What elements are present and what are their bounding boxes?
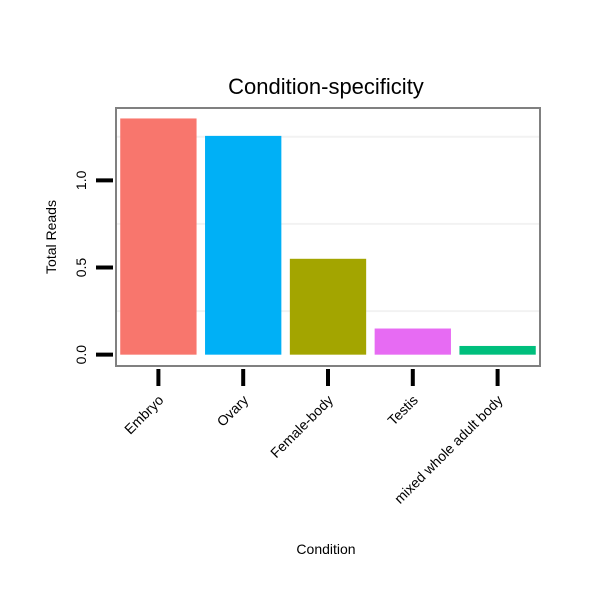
bar-female-body (289, 258, 367, 355)
bar-testis (374, 328, 451, 355)
y-tick-label: 1.0 (73, 170, 89, 190)
bars (120, 118, 536, 355)
y-tick-label: 0.5 (73, 258, 89, 278)
x-axis-title: Condition (296, 541, 355, 557)
y-tick-label: 0.0 (73, 345, 89, 365)
x-tick-label: Testis (384, 392, 421, 429)
bar-ovary (205, 135, 282, 355)
chart-title: Condition-specificity (228, 74, 424, 99)
bar-mixed-whole-adult-body (459, 345, 536, 355)
y-axis-title: Total Reads (43, 200, 59, 274)
bar-embryo (120, 118, 197, 355)
x-tick-label: Female-body (267, 392, 336, 461)
y-axis: 0.0 0.5 1.0 (73, 170, 113, 364)
x-tick-label: Embryo (121, 392, 167, 438)
x-tick-label: Ovary (214, 392, 252, 430)
